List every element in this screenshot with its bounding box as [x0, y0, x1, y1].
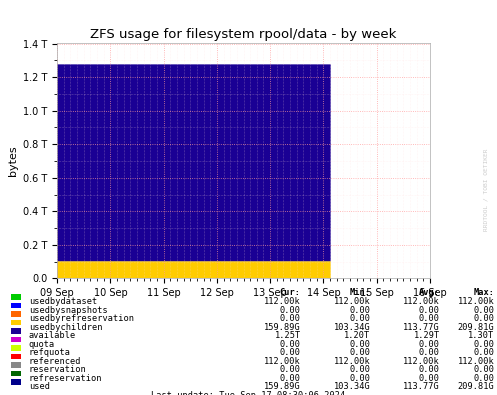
Text: 0.00: 0.00 [419, 365, 440, 374]
Text: 112.00k: 112.00k [333, 297, 370, 306]
Text: 0.00: 0.00 [280, 365, 301, 374]
Text: 0.00: 0.00 [280, 348, 301, 357]
Text: 112.00k: 112.00k [264, 357, 301, 366]
Text: 0.00: 0.00 [280, 340, 301, 349]
Text: 209.81G: 209.81G [458, 382, 495, 391]
Text: 112.00k: 112.00k [458, 297, 495, 306]
Text: Last update: Tue Sep 17 08:30:06 2024: Last update: Tue Sep 17 08:30:06 2024 [152, 391, 345, 395]
Text: 0.00: 0.00 [349, 374, 370, 383]
Text: 0.00: 0.00 [474, 314, 495, 323]
Text: Min:: Min: [349, 288, 370, 297]
Text: 0.00: 0.00 [280, 374, 301, 383]
Text: 1.29T: 1.29T [414, 331, 440, 340]
Text: available: available [29, 331, 76, 340]
Text: RRDTOOL / TOBI OETIKER: RRDTOOL / TOBI OETIKER [484, 149, 489, 231]
Text: 0.00: 0.00 [474, 374, 495, 383]
Text: Max:: Max: [474, 288, 495, 297]
Text: 1.30T: 1.30T [468, 331, 495, 340]
Text: 0.00: 0.00 [419, 314, 440, 323]
Text: 1.25T: 1.25T [274, 331, 301, 340]
Text: 159.89G: 159.89G [264, 382, 301, 391]
Text: 0.00: 0.00 [474, 306, 495, 315]
Text: 0.00: 0.00 [349, 314, 370, 323]
Text: 0.00: 0.00 [349, 340, 370, 349]
Text: 0.00: 0.00 [280, 306, 301, 315]
Text: 0.00: 0.00 [474, 348, 495, 357]
Text: 1.20T: 1.20T [344, 331, 370, 340]
Text: Avg:: Avg: [419, 288, 440, 297]
Text: 0.00: 0.00 [419, 348, 440, 357]
Text: Cur:: Cur: [280, 288, 301, 297]
Text: 103.34G: 103.34G [333, 323, 370, 332]
Text: 209.81G: 209.81G [458, 323, 495, 332]
Text: 113.77G: 113.77G [403, 382, 440, 391]
Text: refquota: refquota [29, 348, 71, 357]
Text: 0.00: 0.00 [349, 306, 370, 315]
Text: 112.00k: 112.00k [458, 357, 495, 366]
Text: 0.00: 0.00 [474, 340, 495, 349]
Text: 0.00: 0.00 [419, 340, 440, 349]
Text: refreservation: refreservation [29, 374, 102, 383]
Text: 0.00: 0.00 [419, 306, 440, 315]
Text: 0.00: 0.00 [280, 314, 301, 323]
Text: reservation: reservation [29, 365, 86, 374]
Text: 112.00k: 112.00k [403, 357, 440, 366]
Text: 112.00k: 112.00k [333, 357, 370, 366]
Text: 103.34G: 103.34G [333, 382, 370, 391]
Text: 159.89G: 159.89G [264, 323, 301, 332]
Text: referenced: referenced [29, 357, 82, 366]
Text: quota: quota [29, 340, 55, 349]
Text: usedbyrefreservation: usedbyrefreservation [29, 314, 134, 323]
Text: 113.77G: 113.77G [403, 323, 440, 332]
Title: ZFS usage for filesystem rpool/data - by week: ZFS usage for filesystem rpool/data - by… [90, 28, 397, 41]
Text: 0.00: 0.00 [474, 365, 495, 374]
Y-axis label: bytes: bytes [7, 146, 17, 176]
Text: 0.00: 0.00 [349, 365, 370, 374]
Text: used: used [29, 382, 50, 391]
Text: usedbydataset: usedbydataset [29, 297, 97, 306]
Text: 0.00: 0.00 [419, 374, 440, 383]
Text: 0.00: 0.00 [349, 348, 370, 357]
Text: 112.00k: 112.00k [264, 297, 301, 306]
Text: usedbychildren: usedbychildren [29, 323, 102, 332]
Text: 112.00k: 112.00k [403, 297, 440, 306]
Text: usedbysnapshots: usedbysnapshots [29, 306, 107, 315]
